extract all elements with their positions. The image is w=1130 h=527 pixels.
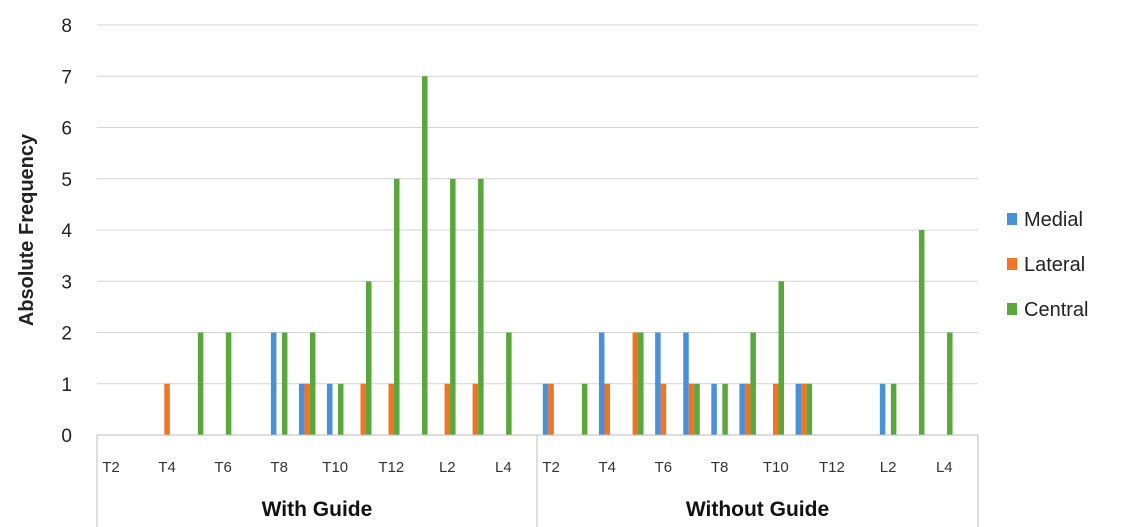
y-tick-label: 6 (61, 119, 72, 140)
legend: Medial Lateral Central (1007, 209, 1088, 321)
bar-medial-t11 (795, 383, 802, 435)
x-tick-label: T10 (763, 459, 789, 476)
y-tick-label: 1 (61, 375, 72, 396)
x-tick-label: L2 (439, 459, 456, 476)
bar-lateral-t5 (632, 332, 639, 435)
x-tick-label: L4 (936, 459, 953, 476)
bar-central-l2 (890, 383, 897, 435)
bar-lateral-t9 (304, 383, 310, 435)
bar-lateral-l3 (472, 383, 479, 435)
bar-central-l4 (947, 332, 953, 435)
gridlines (97, 24, 978, 436)
group-label: With Guide (262, 498, 373, 521)
y-axis-label: Absolute Frequency (16, 133, 38, 326)
y-tick-label: 8 (61, 16, 72, 37)
x-tick-label: T10 (322, 459, 348, 476)
legend-swatch-lateral (1007, 258, 1017, 270)
bar-central-t11 (365, 281, 372, 435)
bar-medial-t10 (326, 383, 333, 435)
bar-central-t12 (394, 178, 400, 435)
bar-lateral-l2 (444, 383, 451, 435)
axes: 0 1 2 3 4 5 6 7 8 T2 T4 T6 T8 T10 T12 L2 L4 With Guide T2 T… (61, 16, 979, 527)
bar-central-t8 (722, 383, 728, 435)
group-label: Without Guide (686, 498, 829, 521)
x-tick-label: T8 (711, 459, 729, 476)
y-tick-label: 5 (61, 170, 72, 191)
bar-lateral-t11 (360, 383, 366, 435)
legend-label-lateral: Lateral (1024, 254, 1085, 276)
bars (164, 76, 953, 435)
y-tick-label: 7 (61, 67, 72, 88)
legend-label-central: Central (1024, 299, 1088, 321)
x-tick-label: T4 (158, 459, 176, 476)
bar-lateral-t6 (660, 383, 667, 435)
x-tick-label: T12 (378, 459, 404, 476)
bar-central-t5 (638, 332, 644, 435)
y-tick-label: 2 (61, 324, 72, 345)
bar-central-t9 (309, 332, 316, 435)
x-tick-label: T2 (102, 459, 120, 476)
bar-central-l3 (478, 178, 484, 435)
bar-lateral-t12 (388, 383, 395, 435)
bar-central-l3 (918, 230, 925, 435)
bar-medial-l2 (879, 383, 886, 435)
bar-lateral-t4 (604, 383, 610, 435)
bar-central-t7 (694, 383, 700, 435)
bar-central-l1 (422, 76, 428, 435)
bar-central-t8 (281, 332, 288, 435)
bar-central-l2 (450, 178, 456, 435)
legend-swatch-medial (1007, 213, 1017, 225)
bar-central-t10 (778, 281, 785, 435)
bar-lateral-t11 (801, 383, 807, 435)
bar-lateral-t10 (773, 383, 779, 435)
bar-central-t9 (750, 332, 756, 435)
y-tick-label: 3 (61, 272, 72, 293)
bar-medial-t4 (598, 332, 605, 435)
x-tick-label: L4 (495, 459, 512, 476)
bar-lateral-t7 (688, 383, 695, 435)
bar-medial-t9 (739, 383, 745, 435)
bar-lateral-t4 (164, 383, 170, 435)
bar-lateral-t2 (548, 383, 554, 435)
x-tick-label: T4 (598, 459, 616, 476)
bar-central-t10 (337, 383, 344, 435)
bar-medial-t8 (270, 332, 277, 435)
bar-central-t11 (806, 383, 813, 435)
x-tick-label: T12 (819, 459, 845, 476)
legend-swatch-central (1007, 303, 1017, 315)
bar-medial-t2 (542, 383, 549, 435)
x-tick-label: T2 (542, 459, 560, 476)
bar-lateral-t9 (744, 383, 751, 435)
x-tick-label: T8 (270, 459, 288, 476)
bar-central-l4 (506, 332, 512, 435)
bar-central-t6 (225, 332, 232, 435)
bar-medial-t9 (298, 383, 305, 435)
bar-medial-t6 (655, 332, 661, 435)
bar-central-t5 (197, 332, 204, 435)
y-tick-label: 0 (61, 426, 72, 447)
x-tick-label: T6 (655, 459, 673, 476)
bar-central-t3 (581, 383, 588, 435)
bar-medial-t8 (711, 383, 717, 435)
legend-label-medial: Medial (1024, 209, 1083, 231)
x-tick-label: T6 (214, 459, 232, 476)
bar-medial-t7 (683, 332, 689, 435)
x-tick-label: L2 (880, 459, 897, 476)
y-tick-label: 4 (61, 221, 72, 242)
